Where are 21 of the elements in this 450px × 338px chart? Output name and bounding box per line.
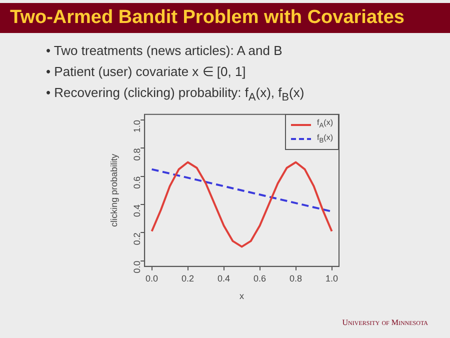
legend-label: f$_{B}$(x) bbox=[316, 132, 333, 147]
text: • Patient (user) covariate x ∈ [0, 1] bbox=[46, 63, 247, 81]
x-tick-label: 1.0 bbox=[326, 273, 338, 284]
text: • Recovering (clicking) probability: f$_{A}$(x), f$_{B}$(x) bbox=[46, 84, 304, 106]
y-axis-title: clicking probability bbox=[108, 153, 119, 227]
legend-label: f$_{A}$(x) bbox=[316, 117, 333, 132]
x-tick-label: 0.2 bbox=[182, 273, 194, 284]
x-tick-label: 0.0 bbox=[146, 273, 158, 284]
x-tick-label: 0.8 bbox=[290, 273, 302, 284]
y-tick-label: 0.2 bbox=[132, 232, 142, 246]
chart-title: Two-Armed Bandit Problem with Covariates bbox=[0, 3, 450, 33]
text: • Two treatments (news articles): A and B bbox=[46, 42, 284, 60]
text: University of Minnesota bbox=[342, 318, 428, 327]
y-tick-label: 0.8 bbox=[132, 148, 142, 161]
y-tick-label: 1.0 bbox=[132, 120, 142, 133]
x-axis-title: x bbox=[240, 291, 245, 302]
y-tick-label: 0.0 bbox=[132, 260, 142, 274]
y-tick-label: 0.4 bbox=[132, 204, 142, 217]
x-tick-label: 0.4 bbox=[218, 273, 230, 284]
x-tick-label: 0.6 bbox=[254, 273, 266, 284]
y-tick-label: 0.6 bbox=[132, 176, 142, 189]
